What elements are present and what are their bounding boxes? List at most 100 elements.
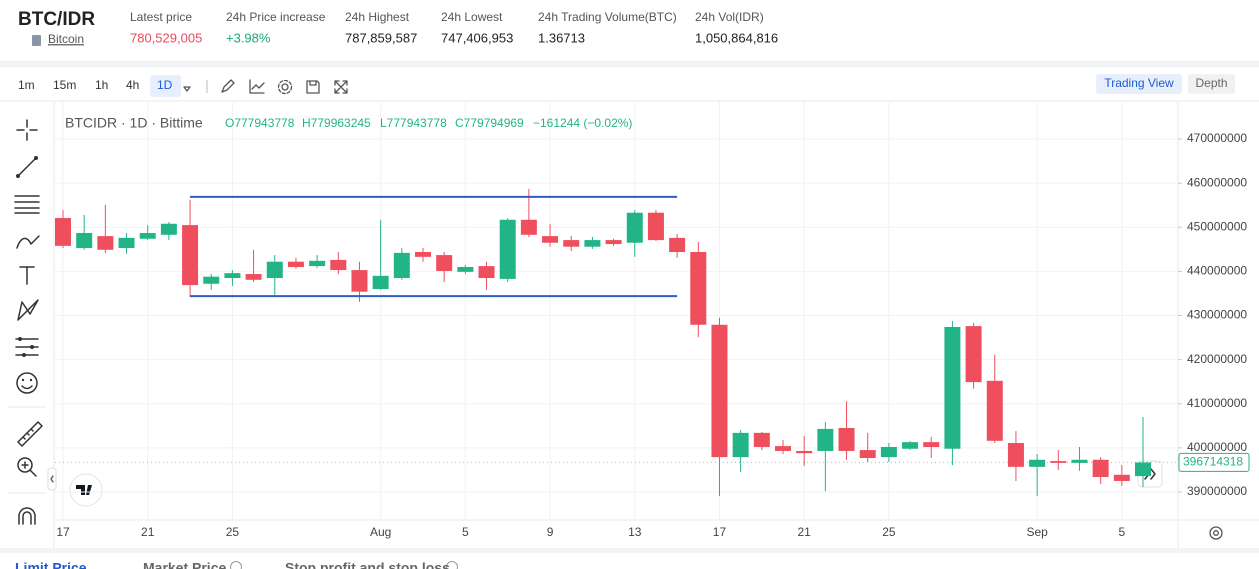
stat-label: 24h Price increase [226, 10, 326, 24]
order-tab[interactable]: Market Price [143, 560, 226, 569]
chart-title: BTCIDR · 1D · Bittime [65, 115, 203, 131]
candle-body [436, 255, 453, 271]
candle-body [520, 219, 537, 235]
candle-body [605, 240, 622, 245]
candle-body [1050, 461, 1067, 463]
info-icon [230, 561, 242, 569]
candle-body [775, 446, 791, 451]
view-tab[interactable]: Depth [1195, 76, 1227, 90]
candle-body [330, 259, 347, 271]
candle-body [182, 225, 199, 286]
stat-label: 24h Trading Volume(BTC) [538, 10, 677, 24]
candle-body [478, 266, 495, 279]
header-panel [0, 0, 1259, 61]
candle-body [76, 233, 93, 249]
candle-body [1007, 443, 1024, 467]
candle-body [203, 276, 220, 284]
candle-body [880, 446, 897, 458]
candle-body [838, 428, 855, 451]
candle-body [902, 442, 919, 449]
x-tick-label: 9 [547, 525, 554, 539]
candle-body [986, 380, 1003, 441]
x-tick-label: 25 [882, 525, 896, 539]
y-tick-label: 410000000 [1187, 396, 1247, 410]
view-tab-bg [1096, 74, 1182, 94]
candle-body [965, 326, 982, 383]
candle-body [139, 233, 156, 239]
pair: BTC/IDR [18, 9, 95, 30]
x-tick-label: 17 [56, 525, 70, 539]
candle-body [97, 236, 114, 250]
interval-button[interactable]: 4h [126, 78, 139, 92]
ohlc-legend: O777943778 [225, 116, 295, 130]
toolbar-icons [183, 79, 348, 95]
interval-button[interactable]: 1D [157, 78, 173, 92]
last-price-tag [1178, 452, 1250, 472]
stat-value: 1.36713 [538, 30, 585, 45]
y-tick-label: 440000000 [1187, 264, 1247, 278]
info-icon [446, 561, 458, 569]
interval-button[interactable]: 1h [95, 78, 108, 92]
interval-button[interactable]: 15m [53, 78, 76, 92]
x-tick-label: Aug [370, 525, 391, 539]
ohlc-legend: −161244 (−0.02%) [533, 116, 632, 130]
view-tab-bg [1188, 74, 1235, 94]
order-panel [0, 553, 1259, 569]
y-tick-label: 470000000 [1187, 131, 1247, 145]
stat-label: 24h Lowest [441, 10, 503, 24]
candle-body [859, 450, 876, 459]
y-tick-label: 390000000 [1187, 484, 1247, 498]
candle-body [118, 237, 135, 249]
view-tab[interactable]: Trading View [1104, 76, 1174, 90]
candle-body [393, 252, 410, 279]
last-price-label: 396714318 [1183, 455, 1243, 469]
x-tick-label: 21 [141, 525, 155, 539]
candle-body [415, 251, 431, 257]
y-tick-label: 420000000 [1187, 352, 1247, 366]
candle-body [1092, 459, 1109, 477]
stat-label: 24h Highest [345, 10, 410, 24]
candle-body [626, 212, 643, 243]
candle-body [160, 223, 177, 235]
candle-body [647, 212, 664, 241]
interval-button[interactable]: 1m [18, 78, 35, 92]
tv-logo [69, 473, 103, 507]
drawing-tools [8, 119, 57, 525]
stat-value: 787,859,587 [345, 30, 417, 45]
stat-label: 24h Vol(IDR) [695, 10, 764, 24]
candle-body [1029, 459, 1046, 467]
y-tick-label: 450000000 [1187, 219, 1247, 233]
candle-body [266, 261, 283, 279]
stat-label: Latest price [130, 10, 192, 24]
x-tick-label: 5 [462, 525, 469, 539]
stat-value: 780,529,005 [130, 30, 202, 45]
candle-body [55, 218, 71, 246]
candle-body [923, 442, 940, 447]
candle-body [499, 219, 516, 279]
ohlc-legend: C779794969 [455, 116, 524, 130]
candle-body [732, 432, 749, 458]
x-tick-label: 17 [713, 525, 727, 539]
interval-highlight [150, 75, 181, 97]
chart-panel [0, 67, 1259, 548]
ohlc-legend: L777943778 [380, 116, 447, 130]
order-tab[interactable]: Stop profit and stop loss [285, 560, 450, 569]
candle-body [584, 240, 601, 247]
candle-body [817, 428, 834, 451]
y-tick-label: 430000000 [1187, 308, 1247, 322]
coin-icon [32, 35, 41, 46]
order-tab[interactable]: Limit Price [15, 560, 87, 569]
candle-body [796, 450, 813, 454]
y-tick-label: 460000000 [1187, 175, 1247, 189]
stat-value: +3.98% [226, 30, 271, 45]
candle-body [1071, 459, 1088, 463]
coin-link[interactable]: Bitcoin [48, 32, 84, 46]
x-tick-label: 25 [226, 525, 240, 539]
chart-settings[interactable] [1209, 526, 1223, 540]
candle-body [944, 326, 961, 449]
candle-body [457, 266, 474, 272]
stat-value: 1,050,864,816 [695, 30, 778, 45]
candle-body [753, 432, 770, 447]
candle-body [669, 237, 686, 252]
